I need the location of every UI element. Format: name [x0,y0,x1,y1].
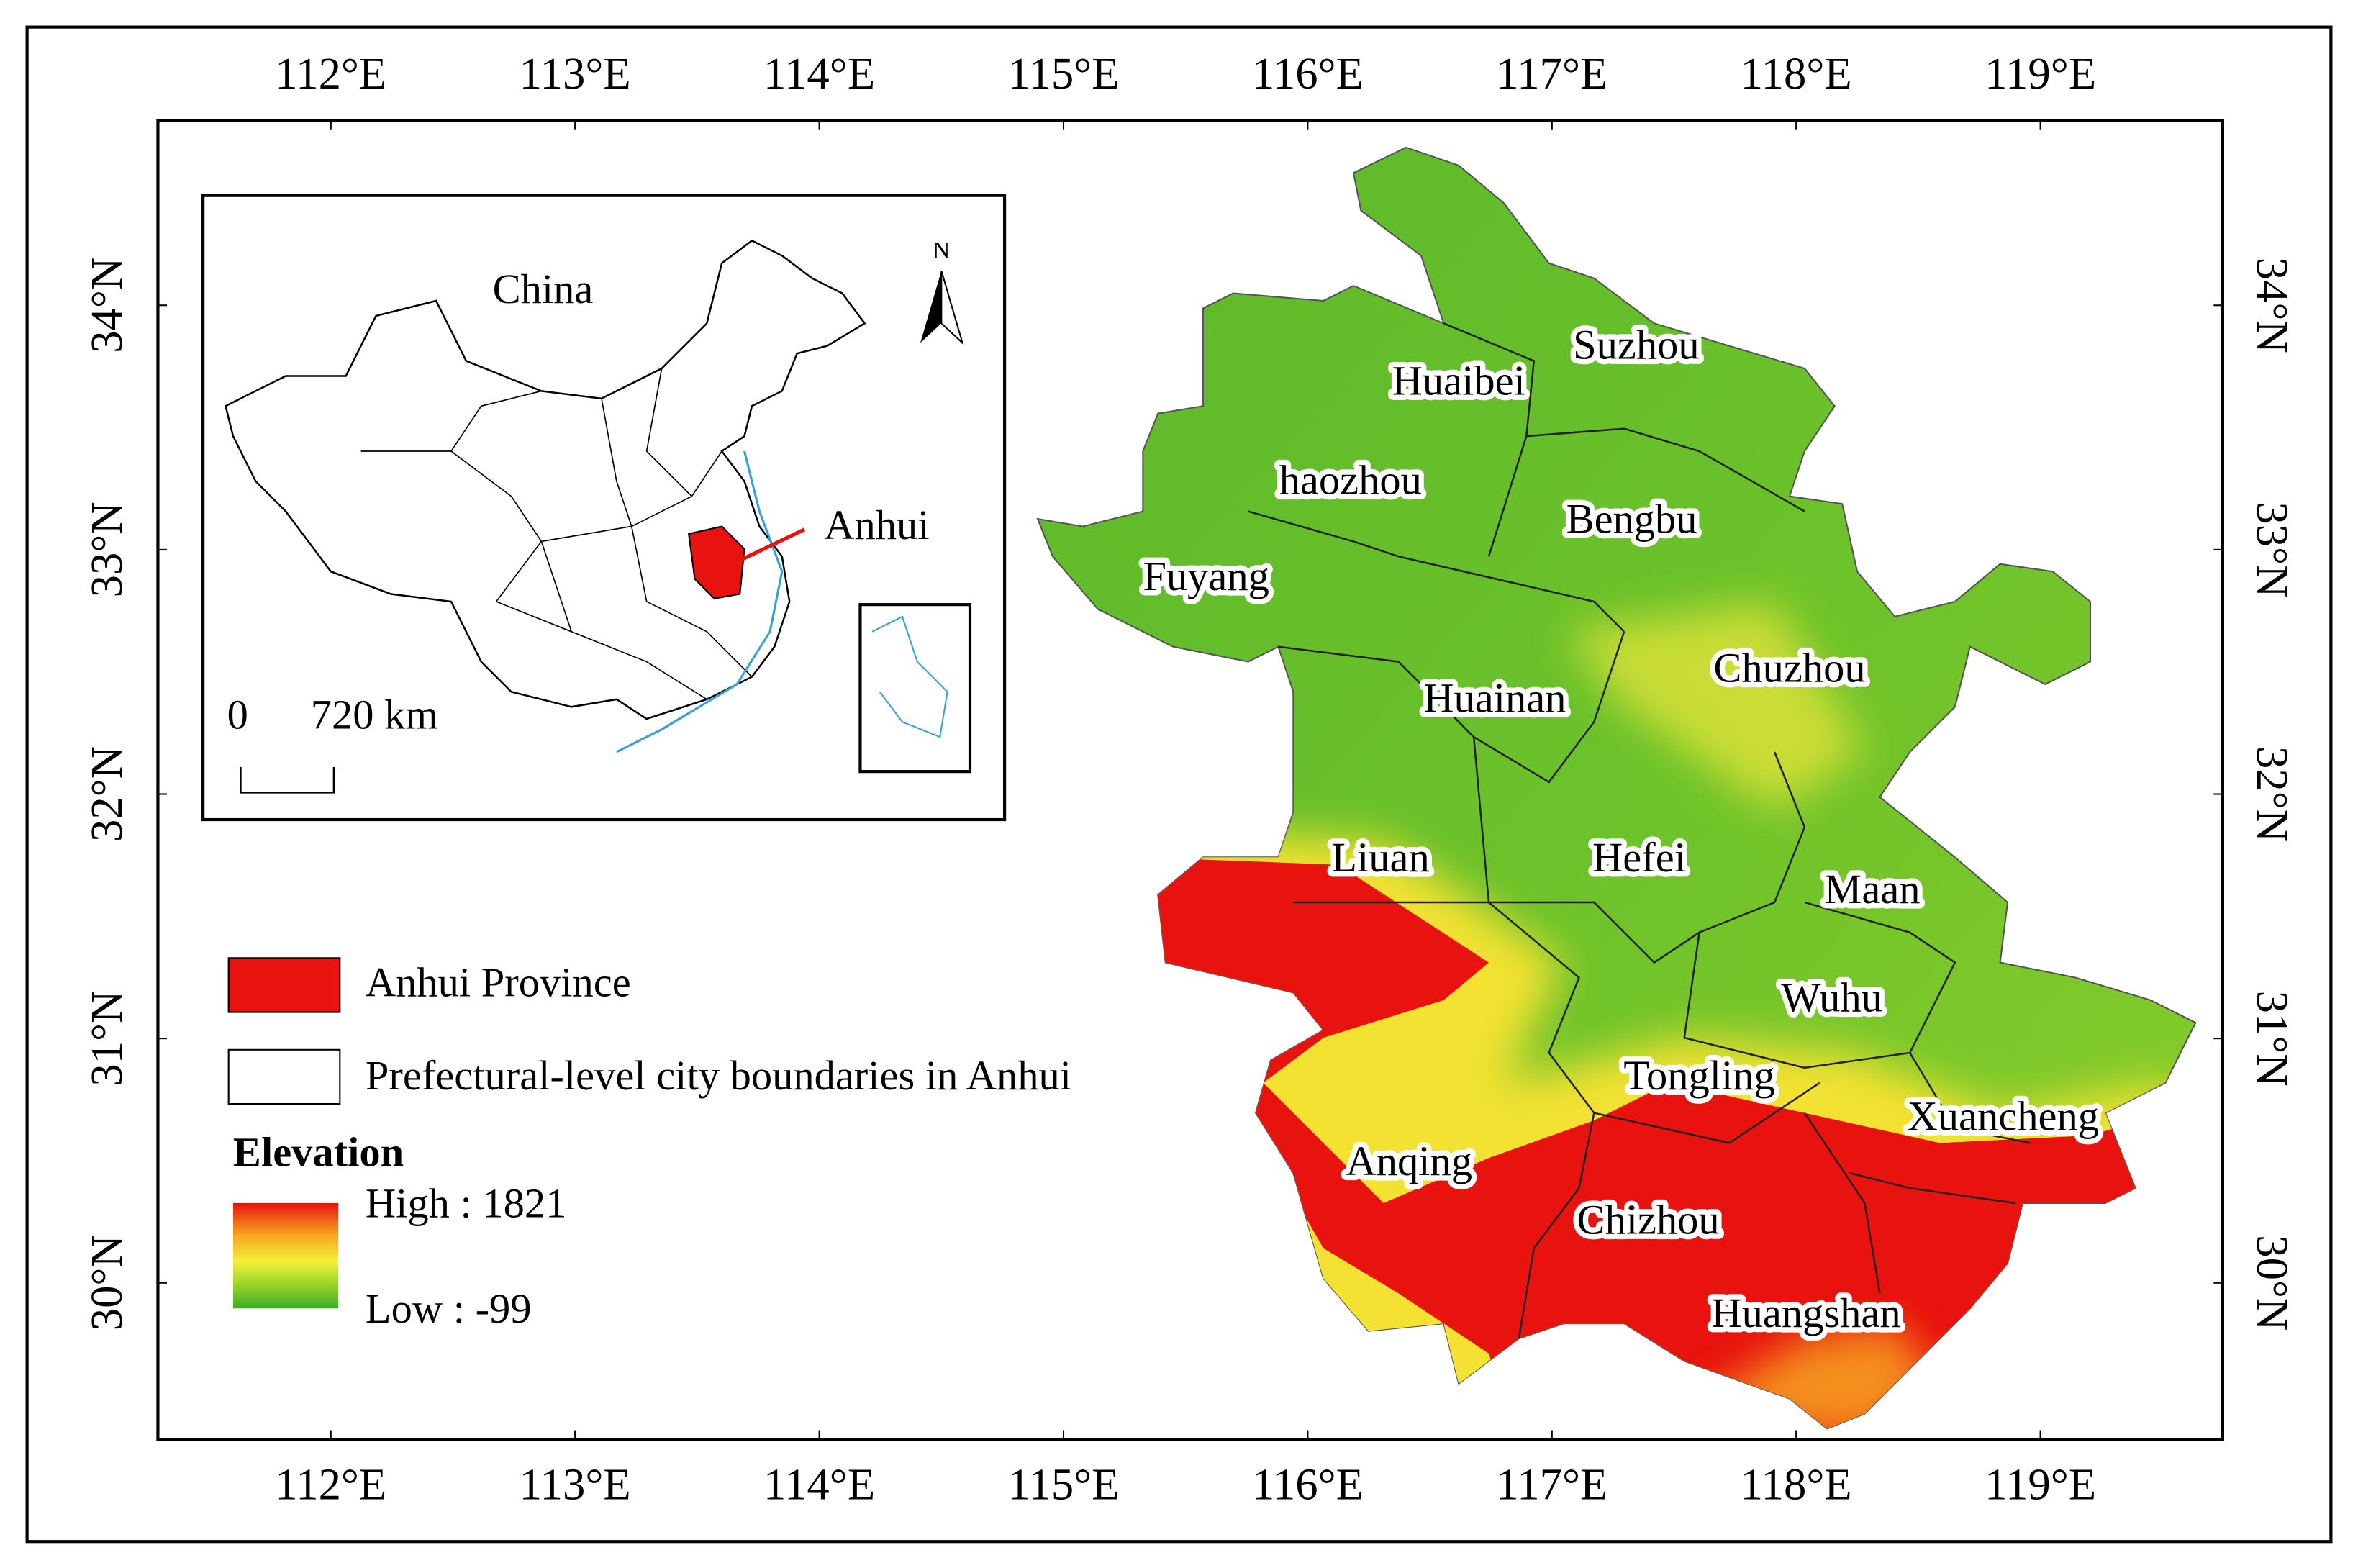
boundary [1849,1172,2015,1205]
longitude-label: 115°E [1007,48,1119,99]
scale-zero: 0 [227,691,248,738]
longitude-label: 114°E [763,1459,875,1509]
pointer-line [731,527,806,566]
boundary [1443,322,1536,557]
longitude-label: 117°E [1496,48,1607,99]
north-label: N [933,237,950,264]
latitude-label: 32°N [81,746,132,842]
longitude-label: 112°E [275,48,386,99]
city-label: Anqing [1346,1138,1472,1184]
boundary [1526,427,1805,512]
inset-province: Anhui [824,502,929,548]
longitude-label: 119°E [1985,48,2096,99]
latitude-label: 33°N [81,502,132,597]
city-label: Hefei [1592,834,1686,881]
longitude-label: 118°E [1741,1459,1852,1509]
longitude-label: 116°E [1252,1459,1364,1509]
south-sea-coast [871,615,948,738]
inset-country: China [493,266,594,312]
longitude-label: 112°E [275,1459,386,1509]
legend: Anhui Province Prefectural-level city bo… [227,957,1071,1332]
city-label: Chuzhou [1713,645,1865,692]
city-label: Bengbu [1566,496,1697,543]
city-label: Liuan [1331,834,1429,881]
elevation-ramp [232,1202,339,1309]
city-label: haozhou [1279,456,1422,503]
legend-high: High : 1821 [366,1180,567,1227]
city-label: Maan [1824,866,1920,912]
city-label: Huainan [1423,674,1566,721]
anhui-highlight [688,525,745,599]
boundary [1248,510,1625,633]
city-label: Huaibei [1392,357,1525,404]
city-label: Fuyang [1143,553,1269,599]
city-label: Wuhu [1781,974,1882,1020]
city-label: Xuancheng [1908,1092,2099,1139]
longitude-label: 119°E [1985,1459,2096,1509]
longitude-label: 116°E [1252,48,1364,99]
coastline [616,450,784,753]
legend-label: Prefectural-level city boundaries in Anh… [366,1052,1071,1099]
latitude-label: 31°N [2247,991,2298,1087]
boundary [1803,1112,1881,1294]
city-label: Tongling [1623,1052,1774,1099]
scale-bar [240,766,335,794]
boundary [1278,631,1625,784]
legend-low: Low : -99 [366,1285,532,1332]
legend-swatch-boundary [227,1048,341,1105]
city-label: Chizhou [1577,1197,1719,1243]
city-boundaries [1248,322,2031,1339]
longitude-label: 113°E [520,1459,631,1509]
legend-swatch-province [227,957,341,1013]
longitude-label: 117°E [1496,1459,1607,1509]
south-sea-inset [858,603,972,774]
boundary [1472,736,1806,964]
legend-title: Elevation [233,1129,404,1176]
boundary [1909,1052,2031,1144]
north-arrow [940,270,964,345]
latitude-label: 32°N [2247,746,2298,842]
inset-map: China Anhui N 0 720 km [201,194,1007,822]
china-outline [225,239,866,720]
longitude-label: 114°E [763,48,875,99]
longitude-label: 115°E [1007,1459,1119,1509]
china-provinces [360,368,753,700]
longitude-label: 113°E [520,48,631,99]
anhui-elevation [1036,146,2197,1430]
legend-label: Anhui Province [366,959,631,1005]
city-label: Suzhou [1573,321,1699,368]
longitude-label: 118°E [1741,48,1852,99]
boundary [1293,901,1595,1189]
latitude-label: 30°N [2247,1235,2298,1331]
latitude-label: 34°N [81,258,132,353]
latitude-label: 33°N [2247,502,2298,597]
latitude-label: 34°N [2247,258,2298,353]
latitude-label: 30°N [81,1235,132,1331]
north-arrow [920,271,942,343]
boundary [1594,1082,1820,1144]
latitude-label: 31°N [81,991,132,1087]
highland-yellow [1564,601,1865,812]
scale-label: 720 km [311,691,438,738]
city-label: Huangshan [1711,1290,1900,1336]
boundary [1518,1187,1580,1339]
